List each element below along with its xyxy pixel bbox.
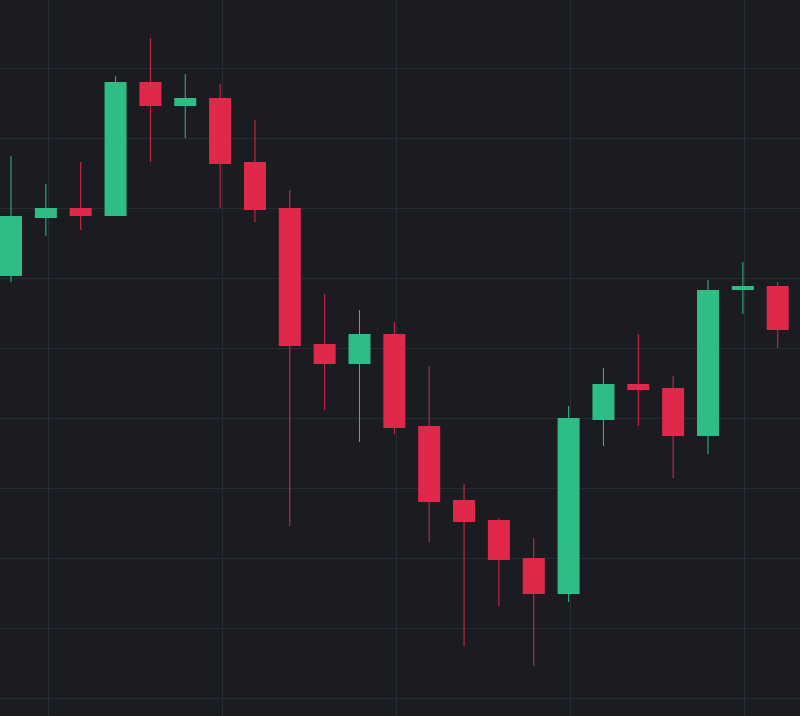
candle-body (243, 162, 266, 210)
candle-body (139, 82, 162, 106)
candle-body (174, 98, 197, 106)
candle-body (209, 98, 232, 164)
candle-body (0, 216, 22, 276)
candle-body (34, 208, 57, 218)
candle-body (522, 558, 545, 594)
candle-body (592, 384, 615, 420)
candle-body (487, 520, 510, 560)
candle-body (697, 290, 719, 436)
candle-body (278, 208, 301, 346)
candle-body (662, 388, 685, 436)
candle-body (557, 418, 580, 594)
candle-body (69, 208, 92, 216)
candle-body (627, 384, 650, 390)
candle-body (766, 286, 789, 330)
candle-body (731, 286, 754, 290)
candle-body (383, 334, 406, 428)
candle-body (104, 82, 127, 216)
candle-body (418, 426, 441, 502)
candle-body (313, 344, 336, 364)
candle-body (348, 334, 371, 364)
candle-body (453, 500, 476, 522)
